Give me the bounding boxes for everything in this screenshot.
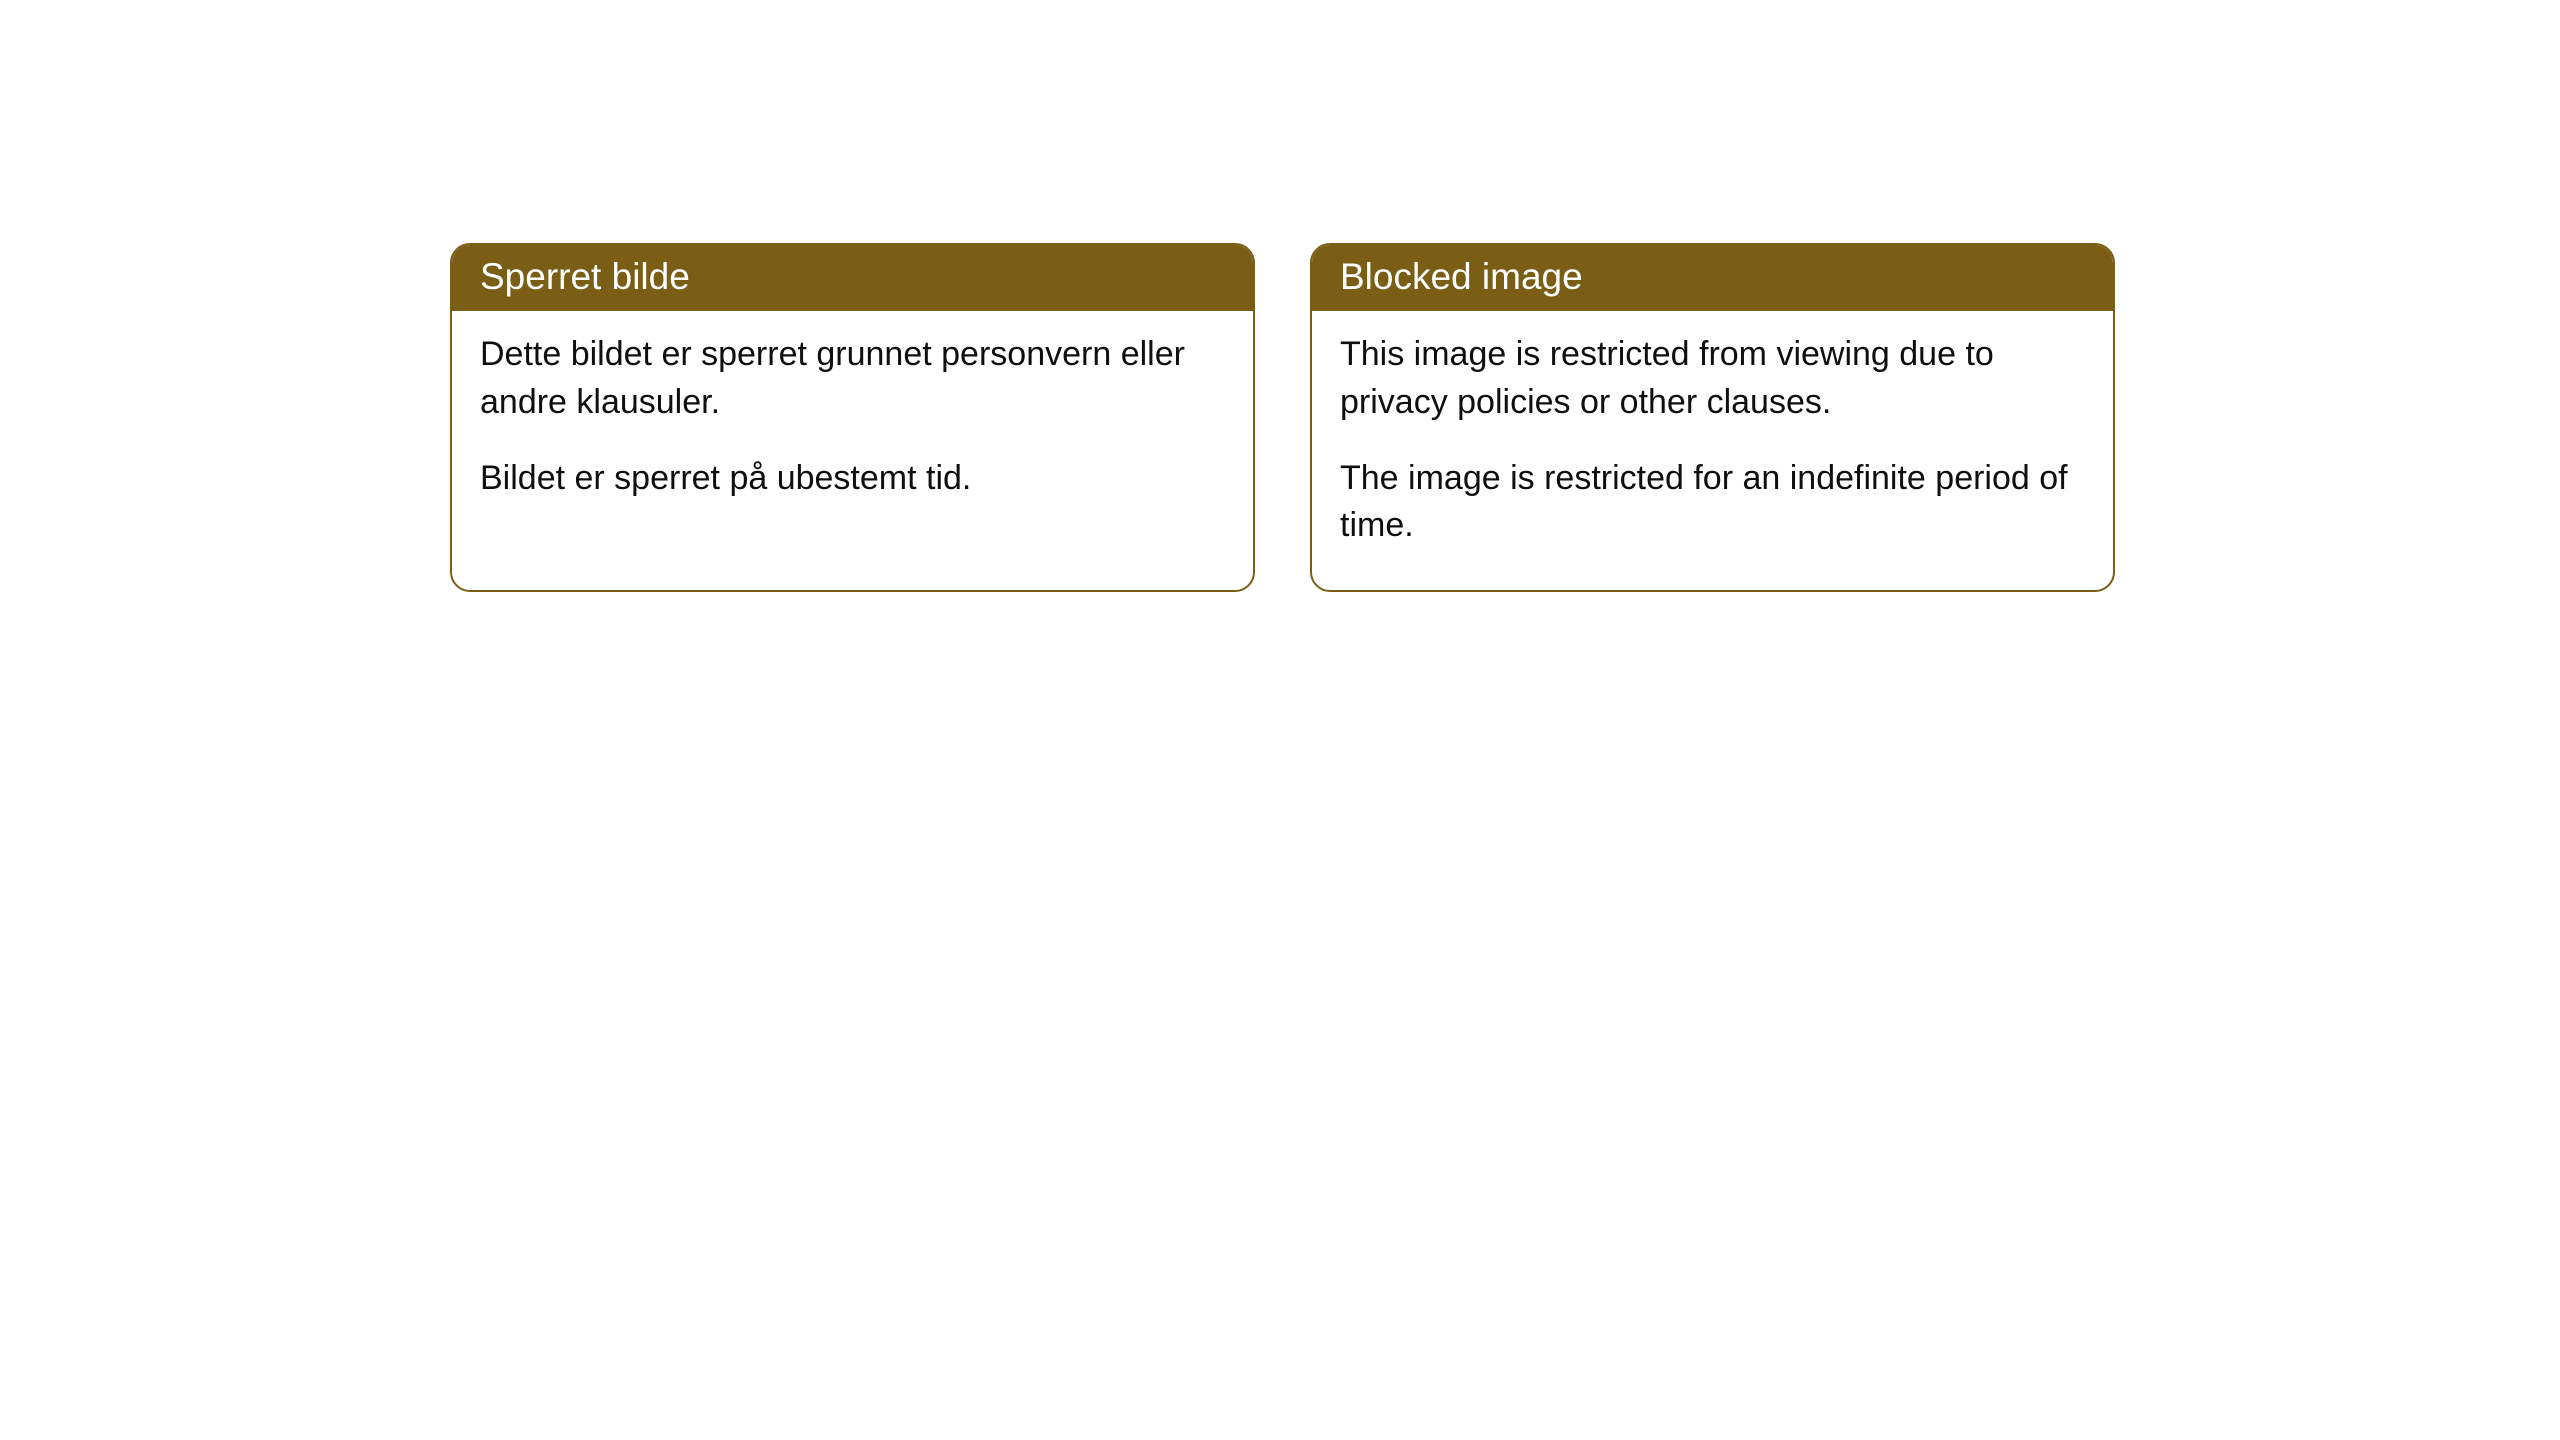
notice-header: Sperret bilde (452, 245, 1253, 311)
notice-paragraph: The image is restricted for an indefinit… (1340, 455, 2085, 550)
notice-body: Dette bildet er sperret grunnet personve… (452, 311, 1253, 542)
notice-header: Blocked image (1312, 245, 2113, 311)
notice-cards-container: Sperret bilde Dette bildet er sperret gr… (450, 243, 2115, 592)
notice-paragraph: This image is restricted from viewing du… (1340, 331, 2085, 426)
notice-body: This image is restricted from viewing du… (1312, 311, 2113, 589)
notice-card-norwegian: Sperret bilde Dette bildet er sperret gr… (450, 243, 1255, 592)
notice-card-english: Blocked image This image is restricted f… (1310, 243, 2115, 592)
notice-paragraph: Dette bildet er sperret grunnet personve… (480, 331, 1225, 426)
notice-paragraph: Bildet er sperret på ubestemt tid. (480, 455, 1225, 503)
